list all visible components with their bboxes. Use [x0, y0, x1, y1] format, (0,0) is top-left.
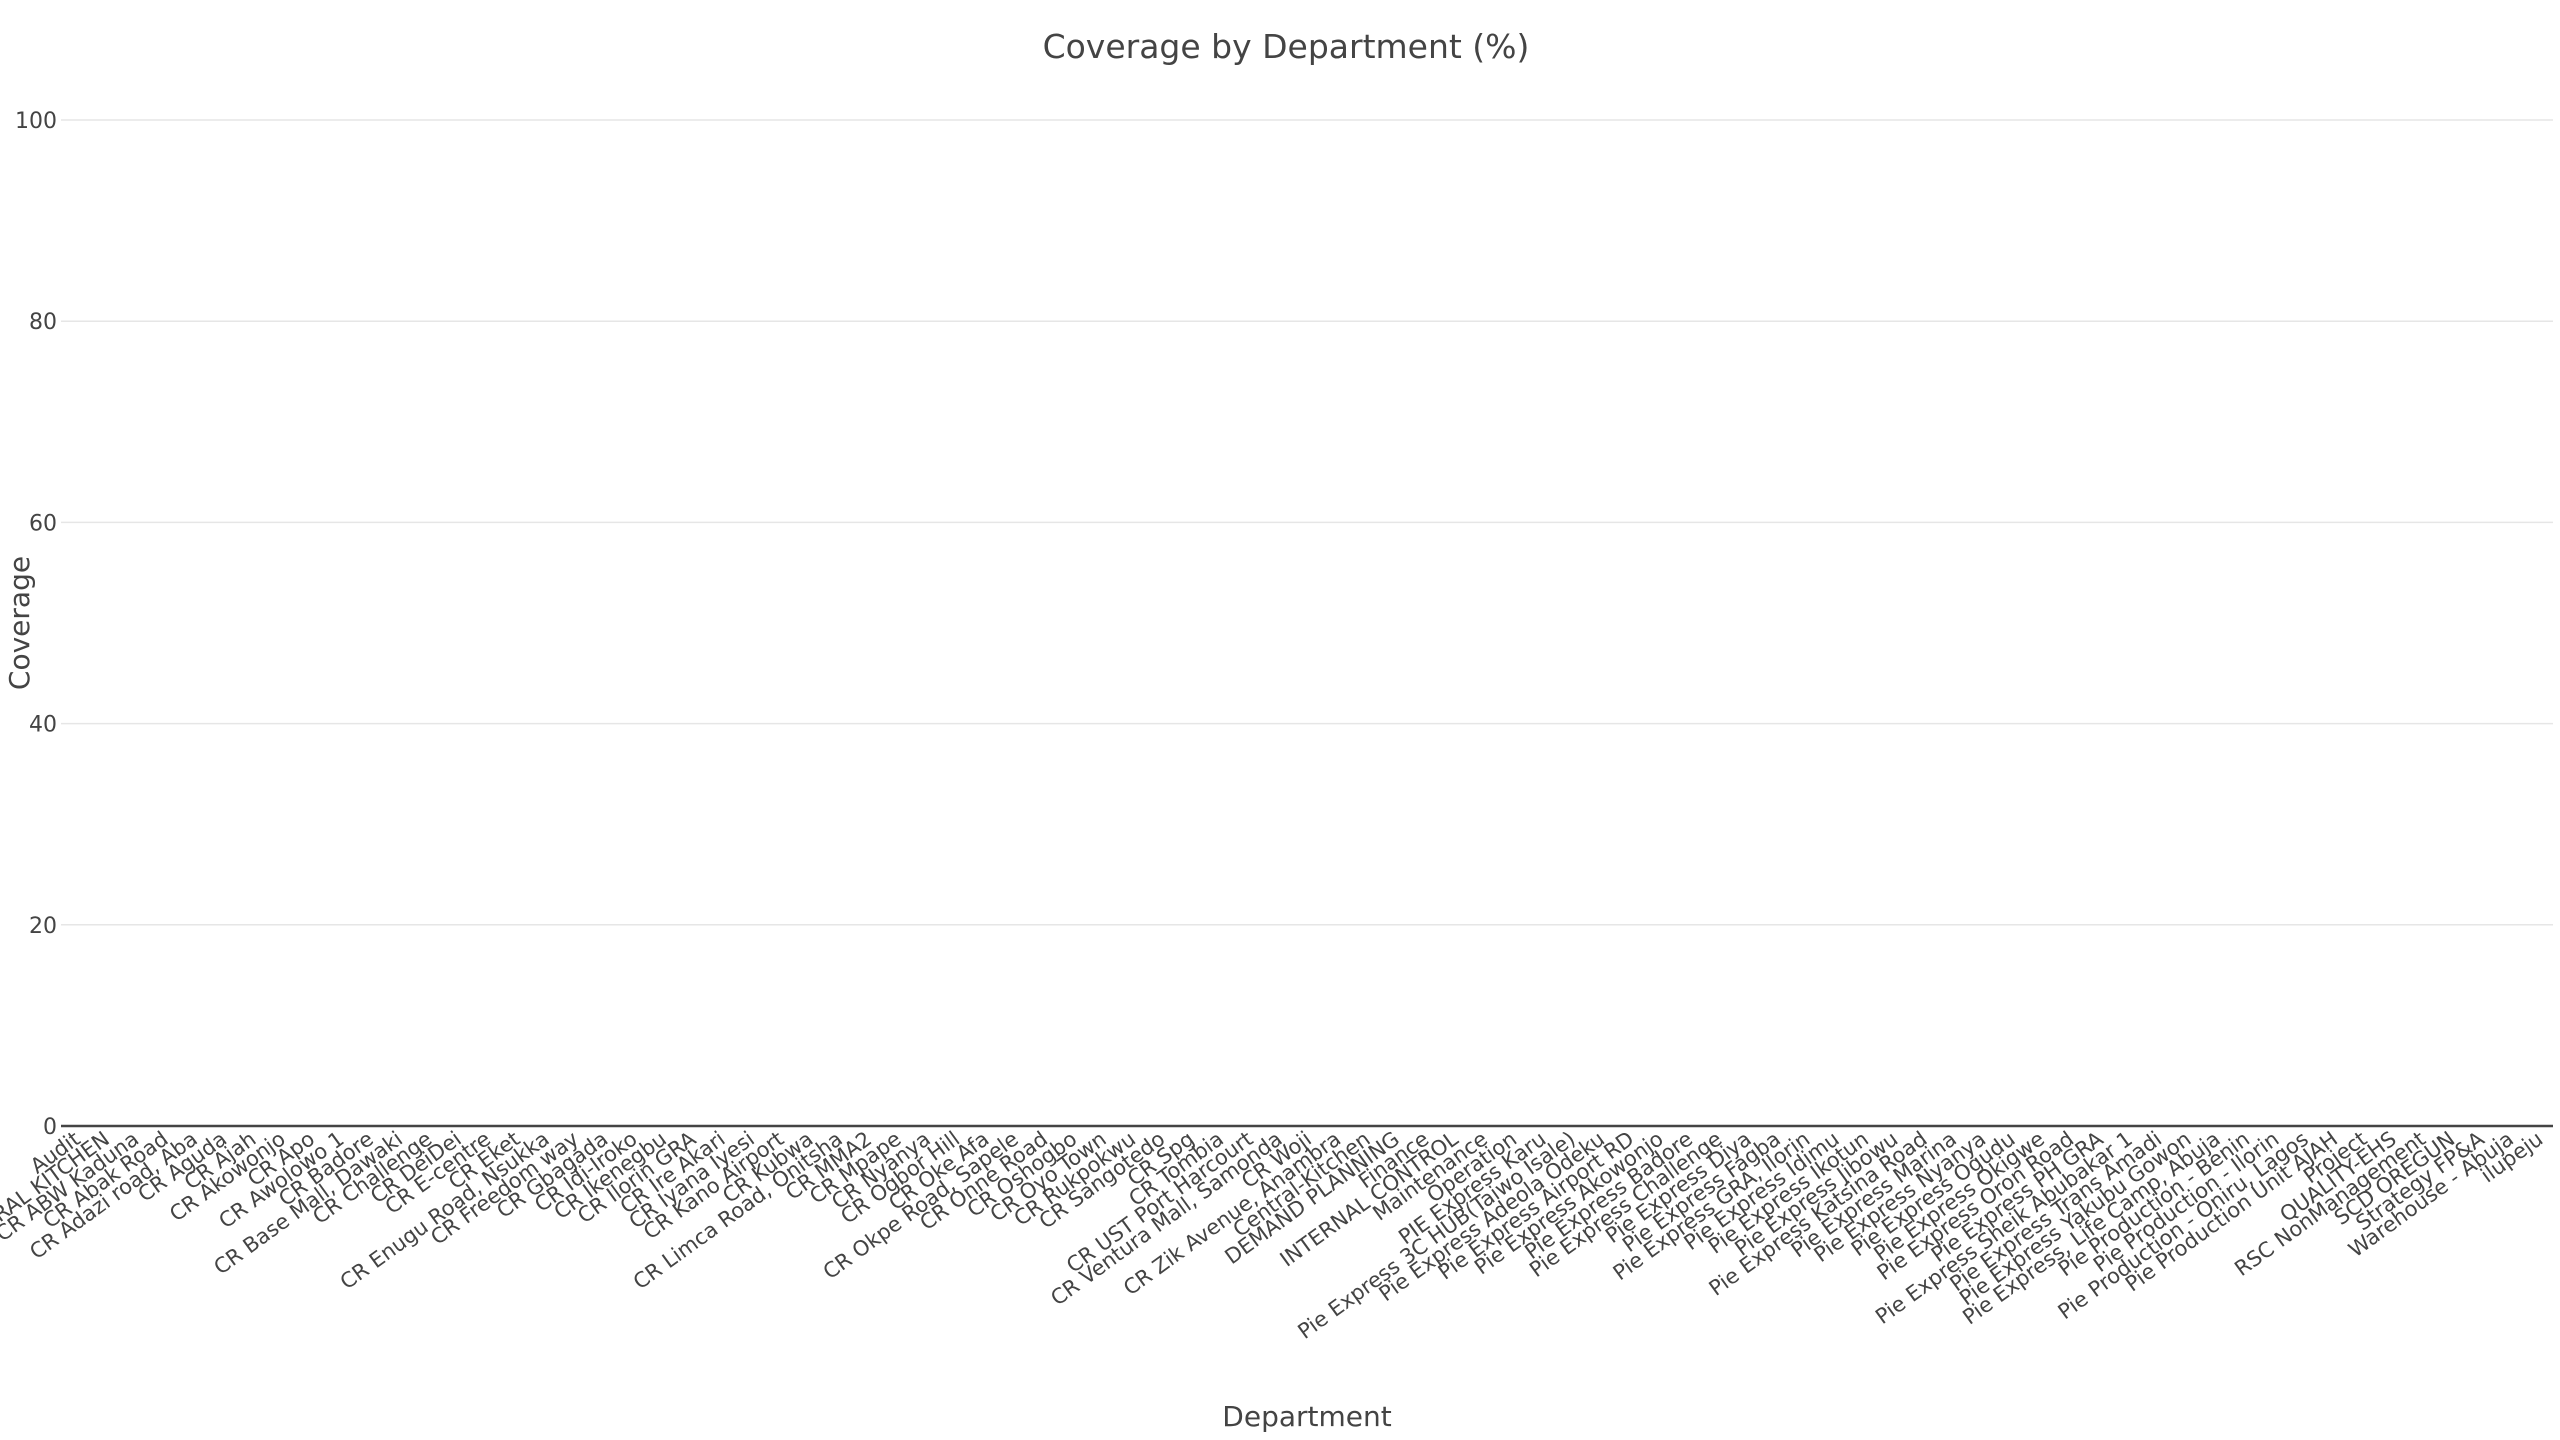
x-axis-title: Department — [1222, 1400, 1391, 1433]
gridlines — [61, 119, 2553, 1128]
y-tick-label: 100 — [15, 109, 57, 134]
y-tick-label: 60 — [29, 511, 57, 536]
y-tick-label: 40 — [29, 713, 57, 738]
y-tick-label: 20 — [29, 914, 57, 939]
chart-title: Coverage by Department (%) — [1043, 27, 1530, 66]
y-tick-label: 80 — [29, 310, 57, 335]
y-axis-title: Coverage — [3, 556, 36, 690]
y-tick-label: 0 — [43, 1115, 57, 1140]
y-axis-ticks: 0 20 40 60 80 100 — [15, 109, 57, 1140]
